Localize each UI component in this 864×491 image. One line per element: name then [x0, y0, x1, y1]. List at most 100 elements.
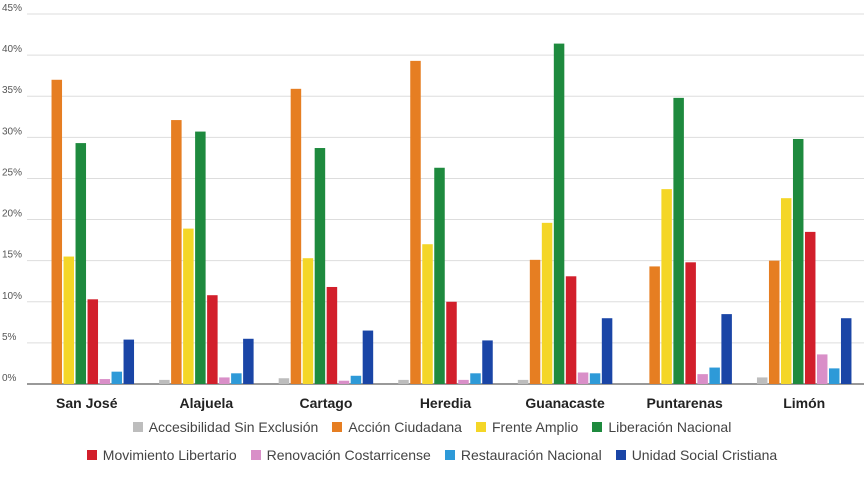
legend-swatch: [444, 450, 455, 460]
legend-row-2: Movimiento Libertario Renovación Costarr…: [0, 447, 864, 463]
y-tick-label: 45%: [2, 3, 22, 14]
bar: [231, 373, 242, 384]
legend-label: Unidad Social Cristiana: [631, 447, 778, 463]
bar: [410, 60, 421, 384]
bar: [326, 286, 338, 384]
bar: [792, 138, 804, 384]
y-tick-label: 20%: [2, 209, 22, 220]
bar: [804, 231, 816, 384]
bar: [649, 266, 660, 384]
bar: [840, 318, 852, 384]
bar: [398, 379, 409, 384]
bar: [195, 131, 206, 384]
bar: [446, 301, 457, 384]
bar: [290, 88, 302, 385]
bar: [362, 330, 374, 384]
x-tick-label: Limón: [783, 395, 825, 411]
bar: [721, 314, 732, 384]
legend-swatch: [475, 422, 486, 432]
bar: [673, 97, 684, 384]
legend-label: Renovación Costarricense: [266, 447, 431, 463]
y-tick-label: 5%: [2, 332, 17, 343]
bar: [111, 371, 123, 384]
y-tick-label: 0%: [2, 373, 17, 384]
legend-swatch: [615, 450, 626, 460]
bar: [434, 167, 445, 384]
bar: [75, 143, 87, 384]
bar: [685, 262, 696, 384]
bar: [183, 228, 194, 384]
bar: [541, 222, 553, 384]
x-tick-label: Guanacaste: [525, 395, 605, 411]
bar: [756, 377, 768, 384]
y-tick-label: 35%: [2, 85, 22, 96]
x-tick-label: Alajuela: [180, 395, 234, 411]
x-tick-label: Cartago: [299, 395, 352, 411]
bar: [99, 379, 111, 384]
bar: [768, 260, 780, 384]
bar: [601, 318, 613, 384]
legend-label: Movimiento Libertario: [102, 447, 237, 463]
gridlines: [27, 13, 864, 385]
bar: [219, 377, 230, 384]
y-axis-ticks: 0% 5% 10% 15% 20% 25% 30% 35% 40% 45%: [2, 3, 22, 384]
y-tick-label: 30%: [2, 126, 22, 137]
y-tick-label: 10%: [2, 291, 22, 302]
bar: [123, 339, 135, 384]
y-tick-label: 40%: [2, 44, 22, 55]
bar: [338, 380, 350, 384]
legend-item: Unidad Social Cristiana: [615, 447, 778, 463]
legend-label: Liberación Nacional: [608, 419, 732, 435]
legend-item: Accesibilidad Sin Exclusión: [132, 419, 319, 435]
bar: [207, 295, 218, 384]
bar: [780, 198, 792, 384]
x-axis-labels: San José Alajuela Cartago Heredia Guanacaste…: [56, 395, 825, 411]
bar: [482, 340, 493, 384]
bar: [565, 276, 577, 384]
legend-item: Movimiento Libertario: [86, 447, 237, 463]
x-tick-label: San José: [56, 395, 118, 411]
bar: [314, 148, 326, 384]
bar: [302, 258, 314, 384]
legend-label: Frente Amplio: [491, 419, 579, 435]
bar: [816, 354, 828, 384]
bar: [243, 338, 254, 384]
legend-label: Accesibilidad Sin Exclusión: [148, 419, 319, 435]
y-tick-label: 25%: [2, 167, 22, 178]
bar: [350, 375, 362, 384]
bar: [458, 379, 469, 384]
legend-swatch: [332, 422, 343, 432]
legend-item: Acción Ciudadana: [332, 419, 462, 435]
bars: [51, 43, 852, 385]
bar: [171, 120, 182, 385]
bar: [661, 189, 672, 384]
legend-swatch: [592, 422, 603, 432]
bar: [51, 79, 63, 385]
bar: [709, 367, 720, 384]
x-tick-label: Puntarenas: [647, 395, 723, 411]
legend-label: Acción Ciudadana: [348, 419, 462, 435]
legend-swatch: [132, 422, 143, 432]
bar: [470, 373, 481, 384]
bar: [87, 299, 99, 384]
bar: [159, 379, 170, 384]
bar: [517, 379, 529, 384]
x-tick-label: Heredia: [420, 395, 472, 411]
legend-swatch: [250, 450, 261, 460]
bar: [553, 43, 565, 384]
bar: [529, 259, 541, 384]
bar: [278, 378, 290, 384]
legend-row-1: Accesibilidad Sin Exclusión Acción Ciuda…: [0, 419, 864, 435]
bar: [63, 256, 75, 384]
legend-label: Restauración Nacional: [460, 447, 602, 463]
bar: [828, 368, 840, 384]
bar: [577, 372, 589, 384]
bar: [589, 373, 601, 384]
bar: [422, 244, 433, 384]
y-tick-label: 15%: [2, 250, 22, 261]
legend-item: Frente Amplio: [475, 419, 579, 435]
legend-swatch: [86, 450, 97, 460]
bar: [697, 374, 708, 384]
legend-item: Renovación Costarricense: [250, 447, 431, 463]
